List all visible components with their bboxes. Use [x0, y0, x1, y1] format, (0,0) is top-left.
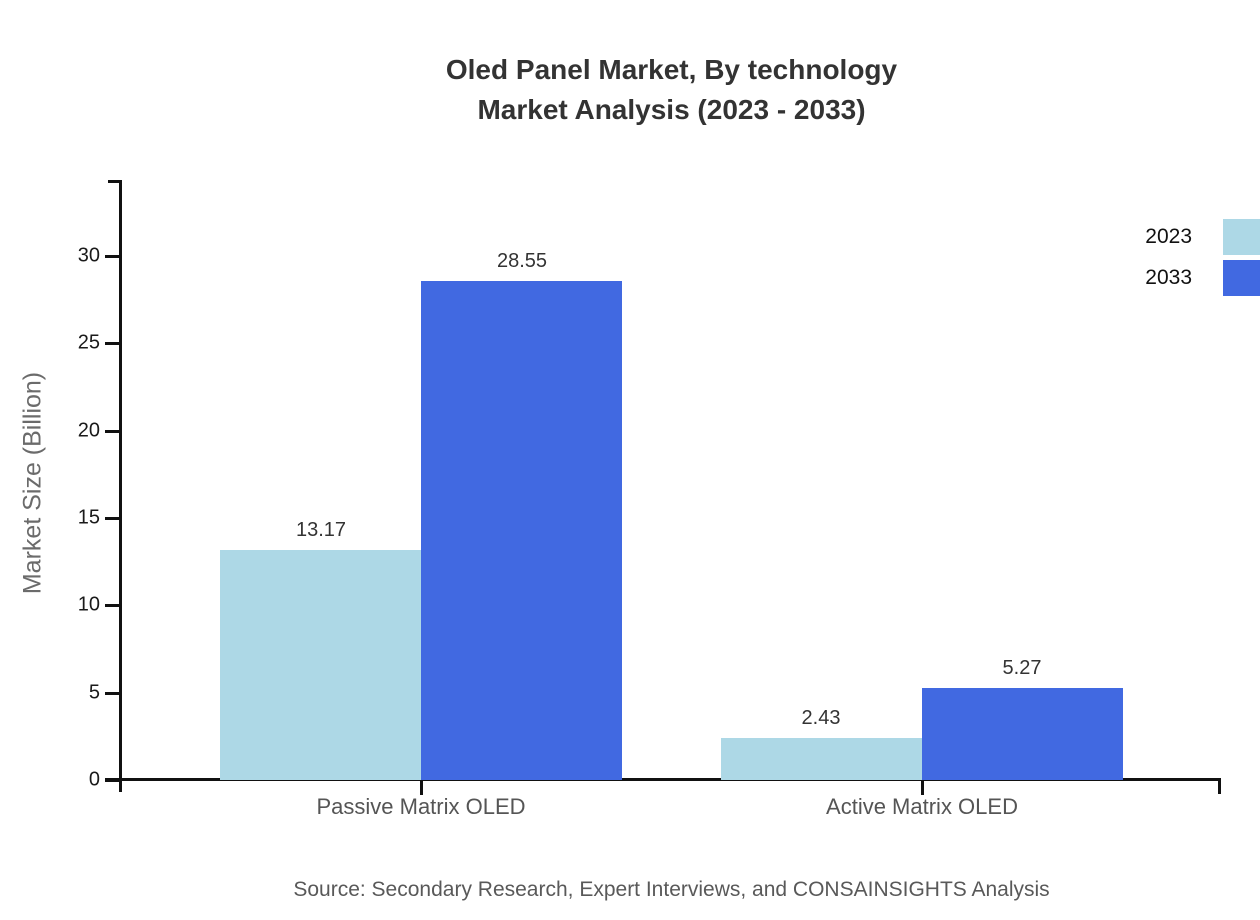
- y-axis-tick-label: 0: [88, 768, 100, 791]
- legend-swatch-2023: [1223, 219, 1260, 255]
- chart-title: Oled Panel Market, By technology Market …: [122, 50, 1221, 130]
- bar-value-label-2033-active-matrix-oled: 5.27: [1002, 657, 1042, 679]
- x-axis-category-label-active-matrix-oled: Active Matrix OLED: [826, 794, 1018, 819]
- y-axis-tick: [105, 430, 119, 433]
- bar-2033-passive-matrix-oled: [421, 281, 622, 780]
- y-axis-tick: [105, 692, 119, 695]
- y-axis-tick-label: 25: [77, 331, 100, 354]
- y-axis-tick: [105, 604, 119, 607]
- bar-value-label-2023-active-matrix-oled: 2.43: [801, 707, 841, 729]
- chart-title-line2: Market Analysis (2023 - 2033): [477, 94, 866, 125]
- bar-value-label-2023-passive-matrix-oled: 13.17: [295, 519, 347, 541]
- y-axis-line: [119, 180, 122, 792]
- y-axis-tick: [105, 517, 119, 520]
- y-axis-tick: [105, 255, 119, 258]
- y-axis-tick-label: 5: [88, 681, 100, 704]
- chart-title-line1: Oled Panel Market, By technology: [445, 54, 898, 85]
- x-axis-tick: [921, 778, 924, 795]
- y-axis-tick-label: 30: [77, 244, 100, 267]
- x-axis-category-label-passive-matrix-oled: Passive Matrix OLED: [316, 794, 526, 819]
- legend-item-2023: 2023: [1145, 219, 1260, 255]
- y-axis-tick-label: 10: [77, 593, 100, 616]
- y-axis-tick: [105, 779, 119, 782]
- y-axis-tick-label: 15: [77, 506, 100, 529]
- legend-swatch-2033: [1223, 260, 1260, 296]
- x-axis-line: [105, 778, 1221, 781]
- bar-2023-passive-matrix-oled: [220, 550, 421, 780]
- y-axis-tick-label: 20: [77, 419, 100, 442]
- legend-label-2033: 2033: [1145, 266, 1192, 289]
- y-axis-tick: [105, 342, 119, 345]
- legend-label-2023: 2023: [1145, 225, 1192, 248]
- source-note: Source: Secondary Research, Expert Inter…: [293, 878, 1050, 901]
- x-axis-tick: [420, 778, 423, 795]
- bar-2033-active-matrix-oled: [922, 688, 1123, 780]
- y-axis-top-cap: [108, 180, 120, 183]
- legend-item-2033: 2033: [1145, 260, 1260, 296]
- legend: 2023 2033: [1145, 219, 1260, 301]
- x-axis-end-cap: [1218, 778, 1221, 794]
- bar-2023-active-matrix-oled: [721, 738, 922, 780]
- bar-value-label-2033-passive-matrix-oled: 28.55: [496, 250, 548, 272]
